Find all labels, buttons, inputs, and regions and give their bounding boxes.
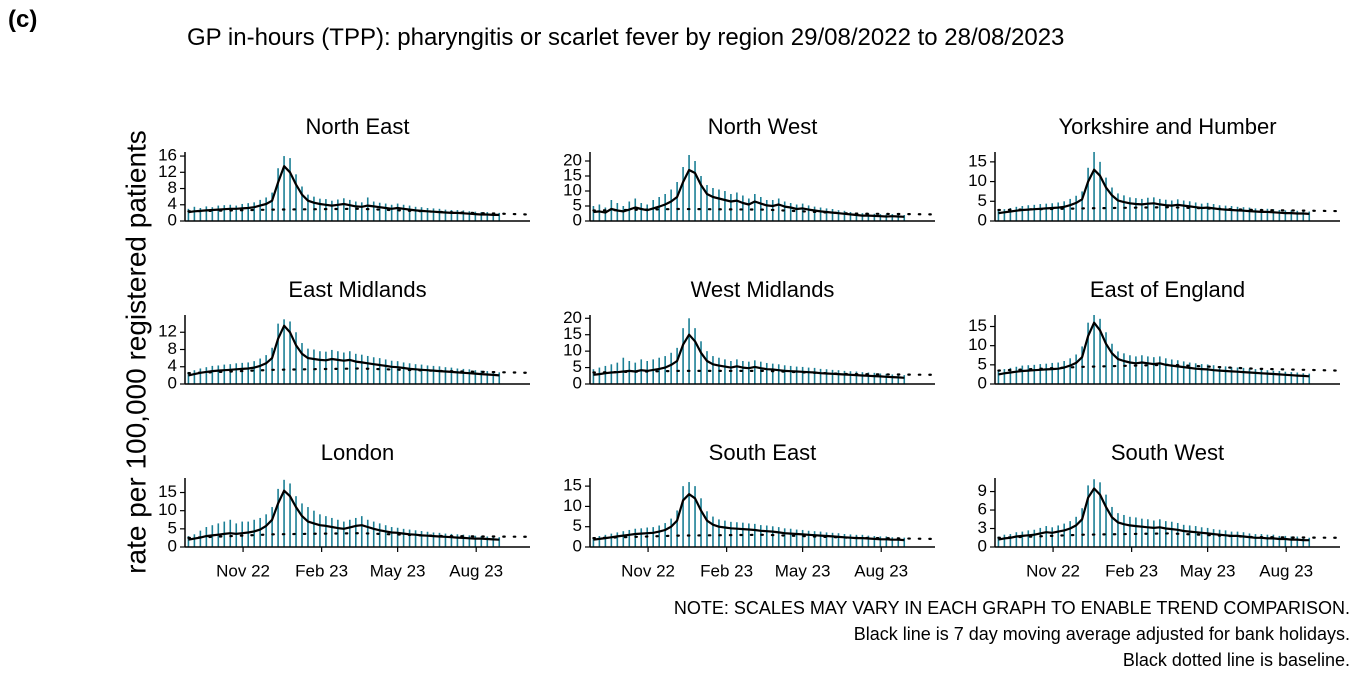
x-tick-label: Aug 23 bbox=[1259, 561, 1313, 580]
note: NOTE: SCALES MAY VARY IN EACH GRAPH TO E… bbox=[673, 598, 1350, 618]
baseline-line bbox=[187, 532, 530, 539]
panel-title: West Midlands bbox=[691, 277, 835, 302]
moving-average-line bbox=[188, 324, 500, 377]
x-tick-label: Aug 23 bbox=[854, 561, 908, 580]
x-tick-label: May 23 bbox=[370, 561, 426, 580]
y-tick-label: 20 bbox=[563, 150, 582, 169]
panel-title: South West bbox=[1111, 440, 1224, 465]
panel-title: South East bbox=[709, 440, 817, 465]
baseline-line bbox=[997, 206, 1340, 213]
y-tick-label: 10 bbox=[563, 180, 582, 199]
y-axis-label: rate per 100,000 registered patients bbox=[120, 130, 151, 574]
y-tick-label: 6 bbox=[978, 500, 987, 519]
panel-title: East of England bbox=[1090, 277, 1245, 302]
baseline-line bbox=[592, 369, 935, 376]
y-tick-label: 4 bbox=[168, 194, 177, 213]
x-tick-label: Nov 22 bbox=[621, 561, 675, 580]
panel-title: North East bbox=[306, 114, 410, 139]
y-tick-label: 0 bbox=[978, 210, 987, 229]
y-tick-label: 0 bbox=[168, 536, 177, 555]
y-tick-label: 15 bbox=[968, 316, 987, 335]
y-tick-label: 10 bbox=[158, 500, 177, 519]
y-tick-label: 4 bbox=[168, 356, 177, 375]
y-tick-label: 15 bbox=[563, 165, 582, 184]
y-tick-label: 8 bbox=[168, 178, 177, 197]
moving-average-line bbox=[998, 487, 1310, 542]
x-tick-label: Feb 23 bbox=[1105, 561, 1158, 580]
y-tick-label: 10 bbox=[563, 341, 582, 360]
note: Black dotted line is baseline. bbox=[1122, 650, 1350, 670]
moving-average-line bbox=[188, 489, 500, 541]
panel-title: East Midlands bbox=[288, 277, 426, 302]
y-tick-label: 5 bbox=[573, 195, 582, 214]
x-tick-label: Aug 23 bbox=[449, 561, 503, 580]
y-tick-label: 12 bbox=[158, 162, 177, 181]
y-tick-label: 10 bbox=[968, 335, 987, 354]
y-tick-label: 5 bbox=[573, 357, 582, 376]
moving-average-line bbox=[593, 493, 905, 542]
y-tick-label: 0 bbox=[978, 536, 987, 555]
figure-label: (c) bbox=[8, 6, 38, 33]
y-tick-label: 0 bbox=[573, 373, 582, 392]
baseline-line bbox=[187, 367, 530, 375]
baseline-line bbox=[592, 207, 935, 216]
baseline-line bbox=[997, 532, 1340, 539]
moving-average-line bbox=[998, 321, 1310, 378]
x-tick-label: Feb 23 bbox=[295, 561, 348, 580]
y-tick-label: 8 bbox=[168, 339, 177, 358]
x-tick-label: Nov 22 bbox=[1026, 561, 1080, 580]
panel-title: London bbox=[321, 440, 394, 465]
y-tick-label: 3 bbox=[978, 518, 987, 537]
y-tick-label: 0 bbox=[978, 373, 987, 392]
y-tick-label: 15 bbox=[563, 476, 582, 495]
y-tick-label: 0 bbox=[168, 210, 177, 229]
baseline-line bbox=[187, 207, 530, 216]
x-tick-label: May 23 bbox=[775, 561, 831, 580]
panel-title: Yorkshire and Humber bbox=[1058, 114, 1276, 139]
y-tick-label: 9 bbox=[978, 481, 987, 500]
y-tick-label: 0 bbox=[573, 536, 582, 555]
y-tick-label: 15 bbox=[563, 324, 582, 343]
y-tick-label: 5 bbox=[168, 518, 177, 537]
y-tick-label: 10 bbox=[968, 171, 987, 190]
y-tick-label: 0 bbox=[573, 210, 582, 229]
moving-average-line bbox=[998, 168, 1310, 215]
y-tick-label: 15 bbox=[158, 482, 177, 501]
y-tick-label: 5 bbox=[978, 354, 987, 373]
note: Black line is 7 day moving average adjus… bbox=[853, 624, 1350, 644]
x-tick-label: May 23 bbox=[1180, 561, 1236, 580]
y-tick-label: 0 bbox=[168, 373, 177, 392]
baseline-line bbox=[997, 363, 1340, 372]
y-tick-label: 12 bbox=[158, 322, 177, 341]
y-tick-label: 5 bbox=[573, 516, 582, 535]
panel-title: North West bbox=[708, 114, 818, 139]
x-tick-label: Nov 22 bbox=[216, 561, 270, 580]
y-tick-label: 5 bbox=[978, 191, 987, 210]
chart-title: GP in-hours (TPP): pharyngitis or scarle… bbox=[187, 24, 1065, 51]
x-tick-label: Feb 23 bbox=[700, 561, 753, 580]
y-tick-label: 15 bbox=[968, 151, 987, 170]
y-tick-label: 20 bbox=[563, 308, 582, 327]
y-tick-label: 16 bbox=[158, 146, 177, 165]
moving-average-line bbox=[188, 165, 500, 216]
y-tick-label: 10 bbox=[563, 496, 582, 515]
baseline-line bbox=[592, 533, 935, 540]
